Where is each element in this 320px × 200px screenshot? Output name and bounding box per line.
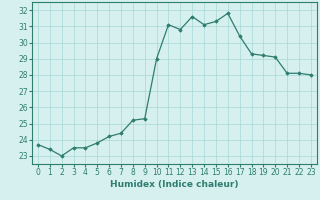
X-axis label: Humidex (Indice chaleur): Humidex (Indice chaleur)	[110, 180, 239, 189]
